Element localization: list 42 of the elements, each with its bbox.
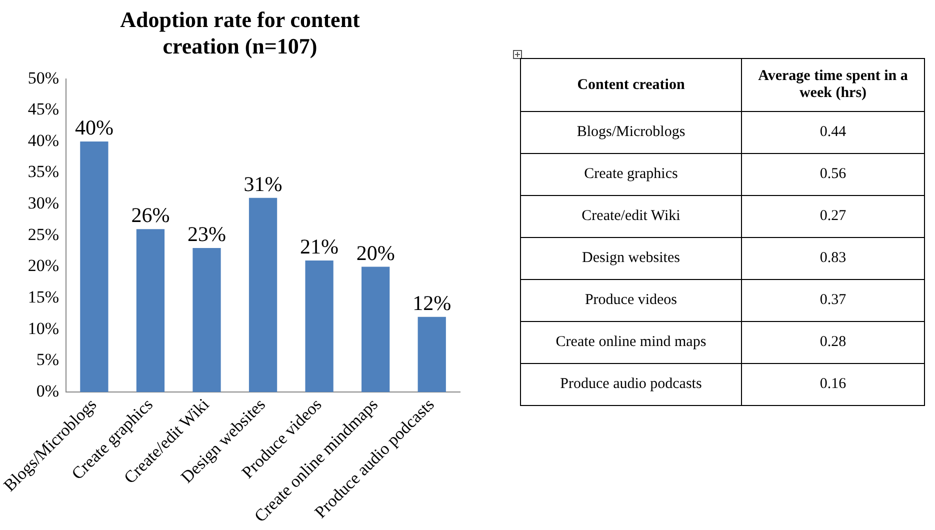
y-tick-label: 5% [36,350,60,370]
y-tick-label: 30% [28,194,60,213]
bar [362,266,390,392]
y-tick-label: 45% [28,100,60,119]
data-label: 31% [244,172,282,196]
chart-title: Adoption rate for content creation (n=107) [120,6,361,58]
category-label: Produce audio podcasts [520,364,742,406]
y-tick-label: 15% [28,288,60,307]
bar [248,198,278,392]
category-label: Design websites [520,238,742,280]
text: Content creation [520,58,742,112]
category-label: Create/edit Wiki [520,196,742,238]
data-label: 23% [188,222,226,246]
data-label: 0.44 [742,112,924,154]
data-label: 0.37 [742,280,924,322]
data-label: 0.16 [742,364,924,406]
text: Average time spent in a week (hrs) [742,58,924,112]
bar [136,229,165,392]
category-label: Blogs/Microblogs [520,112,742,154]
bar [192,248,221,392]
y-tick-label: 50% [28,68,60,88]
data-label: 0.83 [742,238,924,280]
y-tick-label: 25% [28,224,60,244]
data-label: 26% [131,203,170,228]
data-label: 0.56 [742,154,924,196]
category-label: Create graphics [520,154,742,196]
data-label: 0.27 [742,196,924,238]
data-label: 21% [300,234,339,259]
bar [305,260,334,392]
y-tick-label: 0% [36,382,60,401]
bar [418,316,446,392]
bar [80,141,108,392]
category-label: Produce videos [520,280,742,322]
data-label: 12% [412,290,452,315]
data-label: 40% [74,115,114,140]
y-tick-label: 20% [28,256,60,276]
y-tick-label: 35% [28,162,60,182]
y-tick-label: 10% [28,318,60,338]
data-label: 0.28 [742,322,924,364]
category-label: Create online mind maps [520,322,742,364]
data-label: 20% [356,240,395,265]
y-tick-label: 40% [28,130,60,150]
